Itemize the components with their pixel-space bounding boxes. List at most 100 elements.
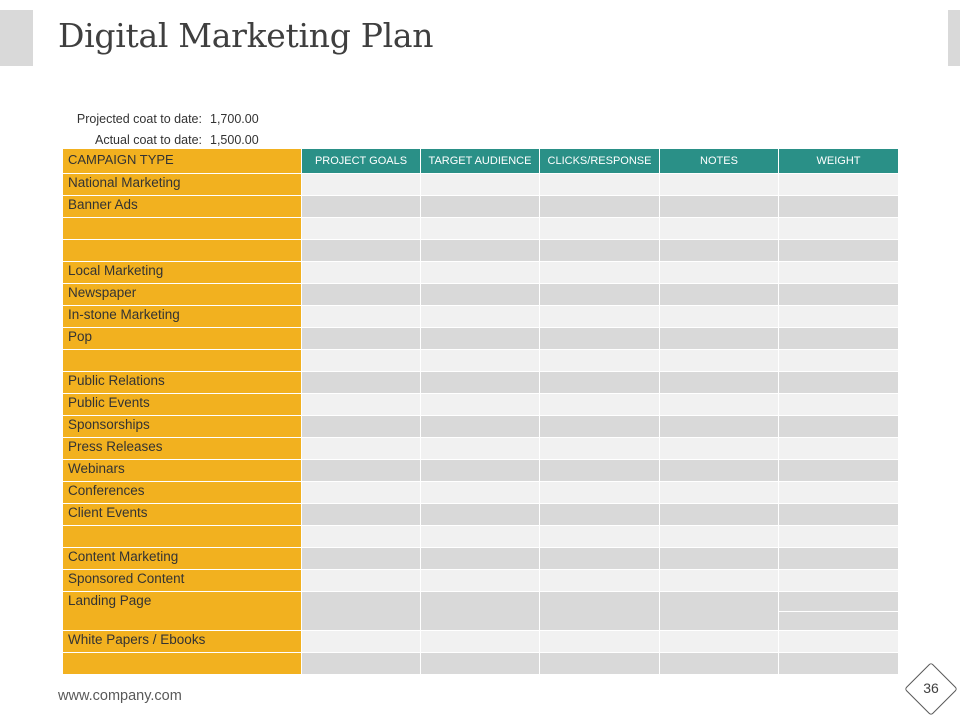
table-cell[interactable] bbox=[659, 569, 779, 592]
table-cell[interactable] bbox=[301, 283, 421, 306]
table-cell[interactable] bbox=[301, 525, 421, 548]
table-cell[interactable] bbox=[659, 547, 779, 570]
table-cell[interactable] bbox=[659, 195, 779, 218]
table-cell[interactable] bbox=[420, 481, 540, 504]
table-cell[interactable] bbox=[659, 459, 779, 482]
table-cell[interactable] bbox=[659, 217, 779, 240]
table-cell[interactable] bbox=[659, 239, 779, 262]
table-cell[interactable] bbox=[420, 371, 540, 394]
table-cell[interactable] bbox=[539, 327, 660, 350]
table-cell[interactable] bbox=[301, 261, 421, 284]
table-cell[interactable] bbox=[420, 283, 540, 306]
table-cell[interactable] bbox=[301, 217, 421, 240]
table-cell[interactable] bbox=[539, 305, 660, 328]
table-cell[interactable] bbox=[420, 437, 540, 460]
table-cell[interactable] bbox=[301, 569, 421, 592]
table-cell[interactable] bbox=[778, 173, 899, 196]
table-cell[interactable] bbox=[539, 261, 660, 284]
table-cell[interactable] bbox=[301, 327, 421, 350]
table-cell[interactable] bbox=[539, 217, 660, 240]
table-cell[interactable] bbox=[420, 217, 540, 240]
table-cell[interactable] bbox=[420, 393, 540, 416]
table-cell[interactable] bbox=[778, 569, 899, 592]
table-cell[interactable] bbox=[539, 503, 660, 526]
table-cell[interactable] bbox=[778, 305, 899, 328]
table-cell[interactable] bbox=[659, 173, 779, 196]
table-cell[interactable] bbox=[539, 630, 660, 653]
table-cell[interactable] bbox=[778, 437, 899, 460]
table-cell[interactable] bbox=[420, 630, 540, 653]
table-cell[interactable] bbox=[659, 283, 779, 306]
table-cell[interactable] bbox=[778, 261, 899, 284]
table-cell[interactable] bbox=[420, 327, 540, 350]
table-cell[interactable] bbox=[659, 525, 779, 548]
table-cell[interactable] bbox=[301, 503, 421, 526]
table-cell[interactable] bbox=[778, 591, 899, 631]
table-cell[interactable] bbox=[778, 217, 899, 240]
table-cell[interactable] bbox=[539, 415, 660, 438]
table-cell[interactable] bbox=[778, 481, 899, 504]
table-cell[interactable] bbox=[420, 305, 540, 328]
table-cell[interactable] bbox=[539, 569, 660, 592]
table-cell[interactable] bbox=[539, 459, 660, 482]
table-cell[interactable] bbox=[659, 503, 779, 526]
table-cell[interactable] bbox=[301, 305, 421, 328]
table-cell[interactable] bbox=[420, 173, 540, 196]
table-cell[interactable] bbox=[659, 393, 779, 416]
table-cell[interactable] bbox=[539, 371, 660, 394]
table-cell[interactable] bbox=[539, 283, 660, 306]
table-cell[interactable] bbox=[778, 371, 899, 394]
table-cell[interactable] bbox=[301, 652, 421, 675]
table-cell[interactable] bbox=[420, 503, 540, 526]
table-cell[interactable] bbox=[420, 195, 540, 218]
table-cell[interactable] bbox=[420, 459, 540, 482]
table-cell[interactable] bbox=[539, 393, 660, 416]
table-cell[interactable] bbox=[539, 195, 660, 218]
table-cell[interactable] bbox=[778, 525, 899, 548]
table-cell[interactable] bbox=[539, 349, 660, 372]
table-cell[interactable] bbox=[659, 371, 779, 394]
table-cell[interactable] bbox=[659, 437, 779, 460]
table-cell[interactable] bbox=[539, 239, 660, 262]
table-cell[interactable] bbox=[539, 173, 660, 196]
table-cell[interactable] bbox=[539, 437, 660, 460]
table-cell[interactable] bbox=[539, 547, 660, 570]
table-cell[interactable] bbox=[659, 305, 779, 328]
table-cell[interactable] bbox=[778, 547, 899, 570]
table-cell[interactable] bbox=[301, 393, 421, 416]
table-cell[interactable] bbox=[420, 652, 540, 675]
table-cell[interactable] bbox=[420, 591, 540, 631]
table-cell[interactable] bbox=[778, 459, 899, 482]
table-cell[interactable] bbox=[778, 195, 899, 218]
table-cell[interactable] bbox=[539, 525, 660, 548]
table-cell[interactable] bbox=[778, 239, 899, 262]
table-cell[interactable] bbox=[778, 283, 899, 306]
table-cell[interactable] bbox=[301, 459, 421, 482]
table-cell[interactable] bbox=[659, 481, 779, 504]
table-cell[interactable] bbox=[301, 371, 421, 394]
table-cell[interactable] bbox=[301, 173, 421, 196]
table-cell[interactable] bbox=[659, 591, 779, 631]
table-cell[interactable] bbox=[420, 525, 540, 548]
table-cell[interactable] bbox=[420, 261, 540, 284]
table-cell[interactable] bbox=[778, 393, 899, 416]
table-cell[interactable] bbox=[659, 415, 779, 438]
table-cell[interactable] bbox=[659, 349, 779, 372]
table-cell[interactable] bbox=[420, 349, 540, 372]
table-cell[interactable] bbox=[659, 630, 779, 653]
table-cell[interactable] bbox=[659, 261, 779, 284]
table-cell[interactable] bbox=[420, 415, 540, 438]
table-cell[interactable] bbox=[659, 327, 779, 350]
table-cell[interactable] bbox=[778, 503, 899, 526]
table-cell[interactable] bbox=[301, 481, 421, 504]
table-cell[interactable] bbox=[778, 349, 899, 372]
table-cell[interactable] bbox=[301, 630, 421, 653]
table-cell[interactable] bbox=[301, 195, 421, 218]
table-cell[interactable] bbox=[778, 652, 899, 675]
table-cell[interactable] bbox=[778, 327, 899, 350]
table-cell[interactable] bbox=[420, 547, 540, 570]
table-cell[interactable] bbox=[301, 547, 421, 570]
table-cell[interactable] bbox=[539, 591, 660, 631]
table-cell[interactable] bbox=[778, 415, 899, 438]
table-cell[interactable] bbox=[301, 239, 421, 262]
